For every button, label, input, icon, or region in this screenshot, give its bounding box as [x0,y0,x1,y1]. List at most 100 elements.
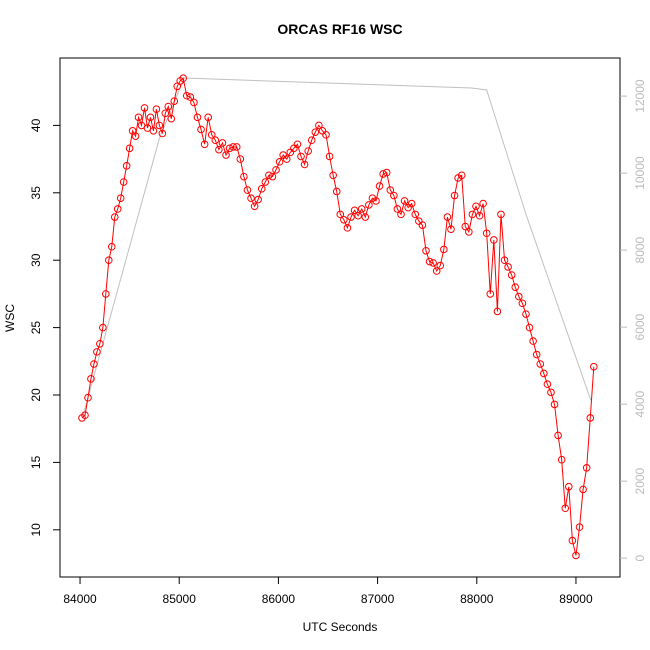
data-point [125,144,134,153]
data-point [572,551,580,560]
y2-tick-label: 0 [633,554,647,561]
data-point [140,104,149,112]
y-tick-label: 25 [29,321,43,335]
data-point [429,259,437,267]
data-point [268,172,277,181]
data-point [182,91,191,100]
data-point [354,211,362,220]
y-tick-label: 20 [29,388,43,402]
data-point [193,113,202,122]
data-point [586,414,595,422]
y-tick-label: 30 [29,253,43,267]
data-point [190,98,198,107]
data-point [332,187,341,196]
data-point [329,171,337,180]
data-point [486,290,495,298]
data-point [207,131,216,139]
data-point [543,380,552,389]
y-axis-label: WSC [3,304,17,332]
data-point [110,213,119,221]
data-point [107,242,116,251]
data-point [229,143,237,151]
data-point [146,113,155,122]
data-point [81,411,89,420]
y-tick-label: 15 [29,455,43,469]
data-point [119,178,128,186]
data-point [243,186,252,194]
data-point [468,210,477,219]
data-point [197,125,205,134]
data-point [582,464,591,472]
data-point [204,113,212,122]
data-point [379,170,387,178]
x-tick-label: 87000 [361,592,395,606]
data-point [440,245,448,254]
x-tick-label: 88000 [460,592,494,606]
data-point [490,236,498,244]
data-point [590,362,598,371]
data-point [265,171,273,180]
data-point [472,202,480,211]
data-point [432,267,441,275]
data-point [340,215,348,224]
data-point [400,197,409,205]
data-point [561,504,570,513]
plot-frame [59,57,621,578]
data-point [315,121,323,130]
data-point [347,213,355,221]
data-point [164,102,173,111]
data-point [507,271,516,279]
data-point [532,350,541,359]
data-point [102,290,110,298]
data-point [116,194,125,202]
data-point [397,210,405,219]
data-point [482,229,491,238]
x-tick-label: 89000 [559,592,593,606]
y2-tick-label: 10000 [633,156,647,190]
data-point [158,129,167,138]
data-point [475,211,484,220]
data-point [293,140,302,149]
data-point [500,256,509,265]
data-point [186,93,195,101]
data-point [407,199,416,208]
data-point [493,307,502,316]
data-point [504,263,512,271]
data-point [450,191,459,200]
data-point [96,339,104,348]
data-point [536,360,545,368]
data-point [134,113,143,122]
x-axis-label: UTC Seconds [303,620,378,634]
data-point [390,191,398,200]
data-point [529,337,537,345]
data-point [343,224,352,232]
data-point [497,210,505,219]
data-point [436,261,445,270]
data-point [411,210,420,219]
data-point [518,299,527,308]
data-point [161,109,170,118]
x-tick-label: 85000 [163,592,197,606]
y-tick-label: 40 [29,118,43,132]
data-point [93,348,101,356]
data-point [87,375,95,383]
data-point [336,210,345,219]
data-point [254,195,262,204]
data-point [325,152,334,161]
data-point [365,201,373,209]
data-point [447,225,455,234]
data-point [554,431,562,440]
data-point [282,155,291,163]
data-point [179,74,187,83]
data-point [297,152,305,161]
data-point [511,283,520,291]
data-point [261,178,270,186]
y-tick-label: 10 [29,523,43,537]
data-point [515,292,523,301]
series-line [82,77,592,416]
data-point [222,151,230,159]
data-point [386,186,395,194]
data-point [236,155,245,163]
